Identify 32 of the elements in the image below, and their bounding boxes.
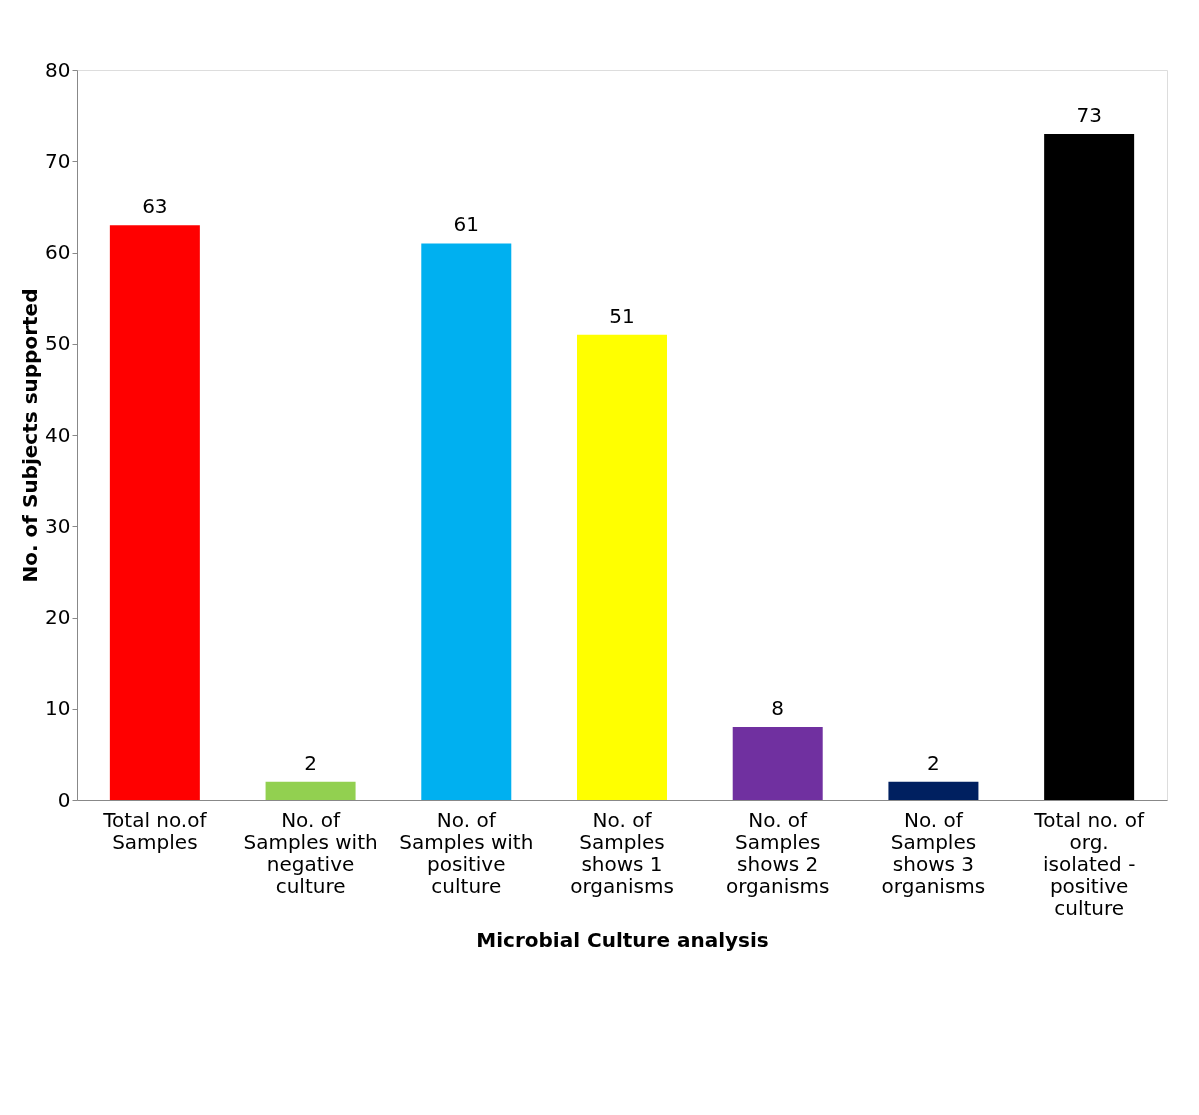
y-tick-label: 20 <box>45 605 71 629</box>
x-axis-title: Microbial Culture analysis <box>476 927 769 952</box>
y-tick-label: 70 <box>45 148 71 173</box>
y-tick-label: 30 <box>45 513 71 538</box>
y-tick-label: 10 <box>45 696 71 721</box>
x-tick-label: No. of Samples shows 1 organisms <box>570 807 674 898</box>
data-label: 2 <box>927 750 940 775</box>
bar <box>1044 133 1135 800</box>
bar <box>109 225 200 800</box>
bar <box>888 781 979 800</box>
bar <box>421 243 512 800</box>
y-tick-label: 60 <box>45 240 71 264</box>
y-tick-label: 40 <box>45 422 71 447</box>
x-tick-label: No. of Samples with negative culture <box>243 807 378 898</box>
x-tick-label: No. of Samples shows 2 organisms <box>725 807 830 898</box>
x-tick-label: No. of Samples with positive culture <box>399 807 534 898</box>
x-tick-label: No. of Samples shows 3 organisms <box>881 807 986 898</box>
x-tick-label: Total no. of org. isolated - positive culture <box>1033 807 1145 920</box>
bar <box>265 781 356 800</box>
x-tick-label: Total no.of Samples <box>102 807 208 854</box>
y-tick-label: 0 <box>57 787 71 812</box>
data-label: 63 <box>142 194 168 219</box>
bar <box>732 727 823 800</box>
data-label: 61 <box>453 212 480 237</box>
data-label: 8 <box>771 696 785 720</box>
y-tick-label: 80 <box>45 57 71 82</box>
bar <box>577 334 667 800</box>
y-axis-title: No. of Subjects supported <box>18 288 43 583</box>
data-label: 2 <box>304 750 317 775</box>
y-tick-label: 50 <box>45 331 71 356</box>
data-label: 73 <box>1076 102 1102 127</box>
data-label: 51 <box>609 303 635 328</box>
